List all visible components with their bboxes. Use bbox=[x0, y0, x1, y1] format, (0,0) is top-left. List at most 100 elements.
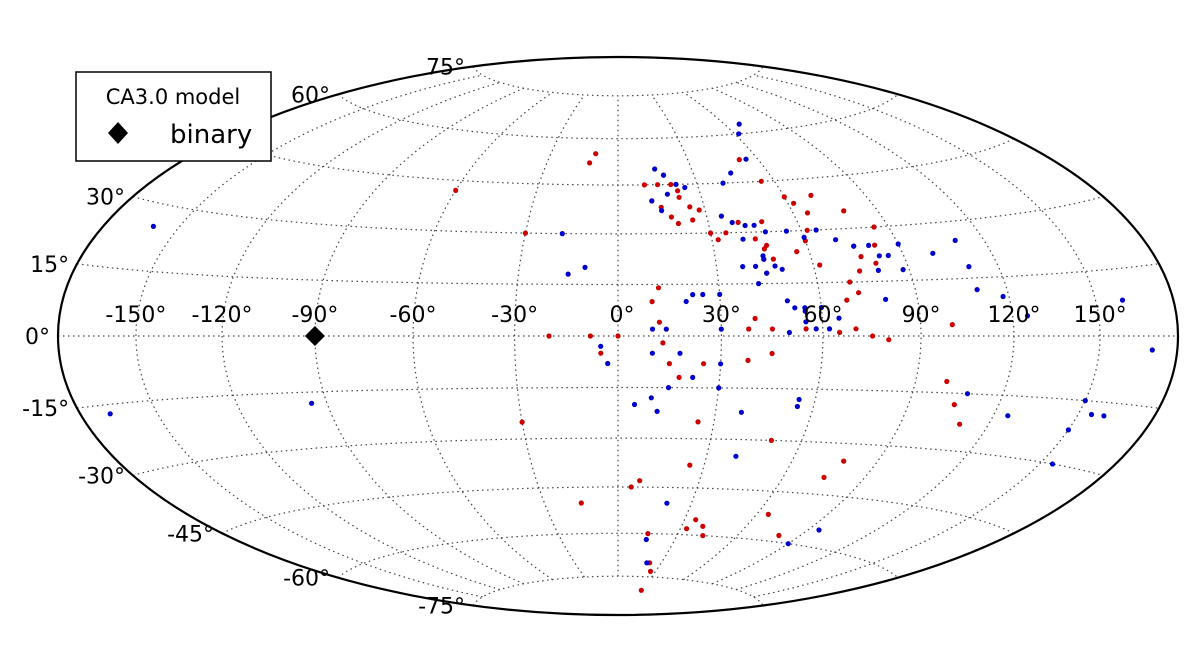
data-point bbox=[783, 228, 790, 234]
latitude-tick-label: 30° bbox=[86, 186, 125, 211]
data-point bbox=[742, 222, 748, 229]
legend-binary-marker bbox=[108, 122, 128, 144]
data-point bbox=[641, 182, 648, 188]
data-point bbox=[772, 263, 778, 269]
data-point bbox=[952, 237, 958, 243]
data-point bbox=[794, 249, 800, 255]
data-point bbox=[664, 191, 671, 197]
data-point bbox=[816, 527, 822, 533]
data-point bbox=[648, 395, 654, 401]
data-point bbox=[743, 156, 749, 162]
data-point bbox=[690, 292, 696, 298]
data-point bbox=[728, 170, 734, 176]
data-point bbox=[764, 270, 770, 276]
data-point bbox=[765, 511, 771, 517]
data-point bbox=[453, 187, 459, 193]
data-point bbox=[813, 227, 819, 233]
data-point bbox=[1000, 293, 1006, 300]
data-point bbox=[844, 297, 850, 303]
meridian-line bbox=[735, 81, 1015, 591]
data-point bbox=[813, 326, 819, 332]
data-point bbox=[644, 560, 650, 566]
data-point bbox=[796, 396, 802, 403]
data-point bbox=[826, 326, 833, 332]
longitude-tick-label: 120° bbox=[987, 303, 1040, 328]
data-point bbox=[522, 230, 529, 236]
data-point bbox=[677, 350, 683, 356]
data-point bbox=[673, 181, 679, 187]
data-point bbox=[851, 243, 857, 249]
longitude-tick-label: -30° bbox=[491, 303, 538, 328]
data-point bbox=[803, 319, 809, 325]
data-point bbox=[309, 400, 315, 406]
data-point bbox=[870, 333, 876, 339]
data-point bbox=[729, 219, 735, 226]
data-point bbox=[738, 409, 745, 415]
data-point bbox=[871, 224, 877, 230]
data-point bbox=[895, 241, 901, 247]
data-point bbox=[656, 319, 663, 325]
data-point bbox=[885, 252, 891, 259]
data-point bbox=[696, 207, 702, 213]
data-point bbox=[857, 268, 863, 274]
data-point bbox=[735, 219, 741, 225]
data-point bbox=[752, 236, 758, 242]
data-point bbox=[631, 401, 638, 408]
data-point bbox=[637, 478, 643, 484]
longitude-tick-label: -150° bbox=[105, 303, 166, 328]
data-point bbox=[649, 299, 655, 305]
data-point bbox=[944, 378, 950, 385]
data-point bbox=[660, 172, 667, 178]
legend: CA3.0 model binary bbox=[75, 71, 272, 162]
data-point bbox=[753, 263, 759, 269]
data-point bbox=[700, 291, 706, 298]
data-point bbox=[853, 326, 859, 332]
data-point bbox=[700, 523, 706, 529]
parallel-line bbox=[221, 486, 1015, 534]
parallel-line bbox=[77, 263, 1159, 286]
data-point bbox=[957, 421, 963, 427]
data-point bbox=[715, 237, 721, 243]
data-point bbox=[684, 526, 690, 532]
data-point bbox=[649, 326, 656, 332]
data-point bbox=[847, 279, 853, 285]
data-point bbox=[791, 200, 797, 206]
data-point bbox=[690, 374, 696, 380]
data-point bbox=[858, 254, 864, 260]
data-point bbox=[1065, 427, 1071, 433]
data-point bbox=[804, 210, 811, 216]
data-point bbox=[649, 350, 656, 356]
latitude-tick-label: 75° bbox=[426, 56, 465, 81]
longitude-tick-label: 90° bbox=[902, 303, 941, 328]
data-point bbox=[615, 333, 621, 339]
data-points bbox=[107, 121, 1155, 593]
data-point bbox=[649, 198, 655, 204]
data-point bbox=[781, 194, 787, 200]
data-point bbox=[792, 305, 798, 311]
data-point bbox=[751, 222, 757, 228]
data-point bbox=[664, 500, 670, 506]
data-point bbox=[1088, 411, 1095, 418]
data-point bbox=[605, 360, 611, 367]
longitude-tick-label: 150° bbox=[1074, 303, 1127, 328]
data-point bbox=[659, 208, 665, 214]
data-point bbox=[559, 231, 565, 237]
data-point bbox=[930, 250, 936, 256]
data-point bbox=[784, 298, 791, 304]
data-point bbox=[718, 326, 724, 332]
data-point bbox=[770, 256, 777, 262]
data-point bbox=[873, 260, 879, 266]
data-point bbox=[1049, 461, 1056, 467]
data-point bbox=[700, 533, 706, 539]
binary-marker-layer bbox=[304, 326, 325, 346]
data-point bbox=[900, 267, 906, 273]
data-point bbox=[1024, 313, 1031, 319]
data-point bbox=[717, 291, 723, 297]
latitude-tick-label: 0° bbox=[25, 325, 50, 350]
data-point bbox=[687, 204, 693, 210]
data-point bbox=[519, 419, 525, 425]
data-point bbox=[964, 391, 971, 397]
data-point bbox=[746, 326, 752, 332]
meridian-line bbox=[221, 81, 501, 591]
data-point bbox=[745, 357, 751, 363]
